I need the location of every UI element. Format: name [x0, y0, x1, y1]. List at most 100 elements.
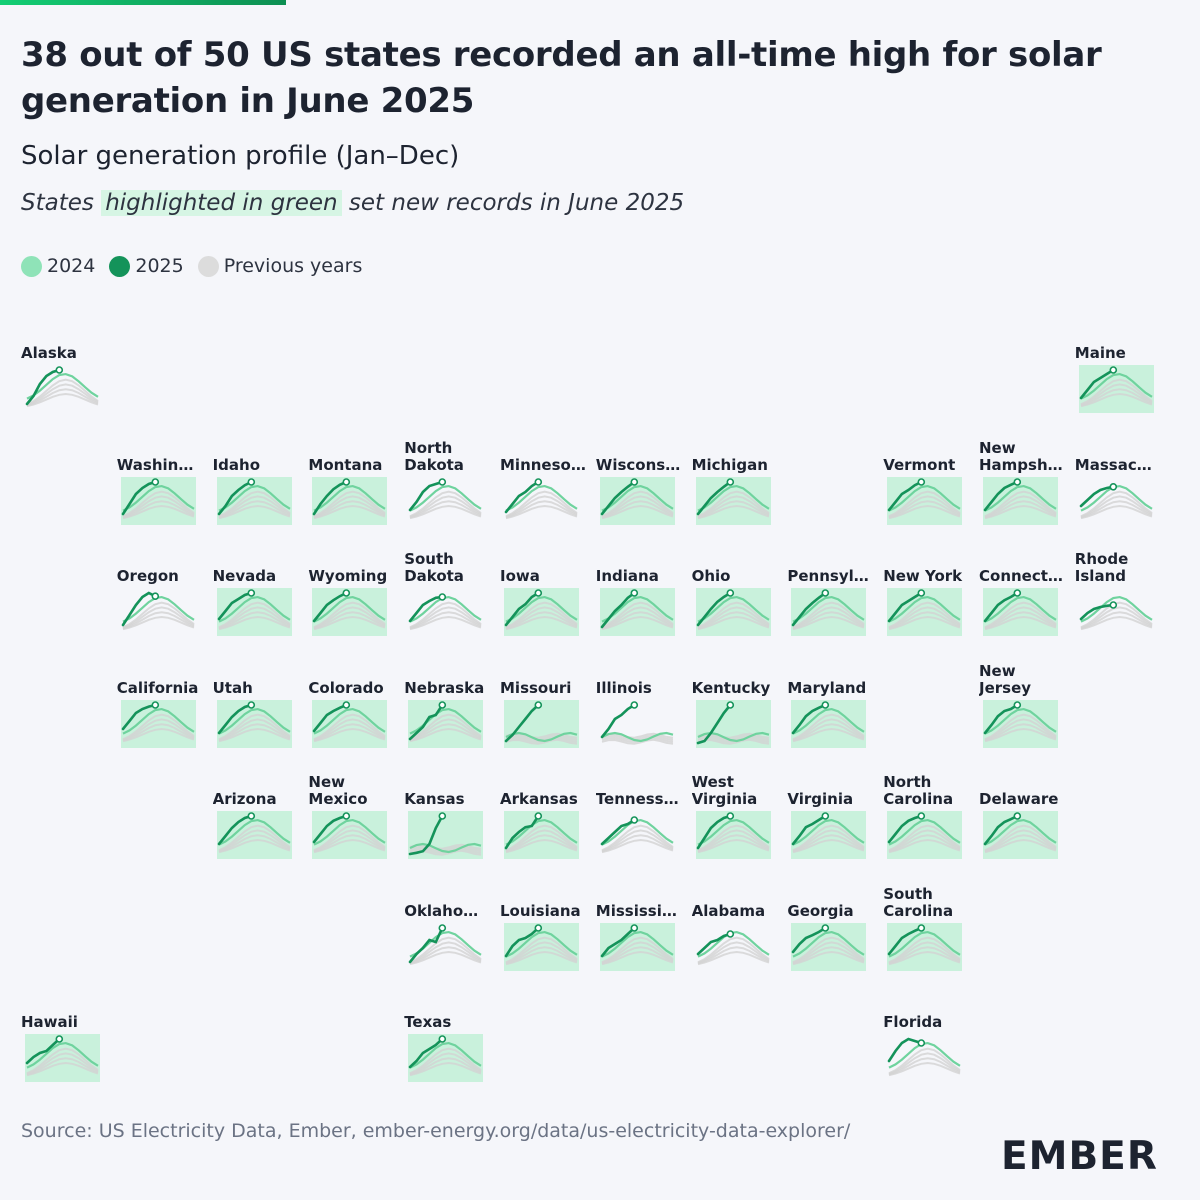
june-2025-marker — [1109, 366, 1117, 374]
series-line-previous — [888, 1052, 961, 1075]
series-line-previous — [793, 611, 865, 630]
june-2025-marker — [917, 1039, 926, 1047]
series-line-previous — [409, 950, 482, 965]
source-note: Source: US Electricity Data, Ember, embe… — [21, 1120, 851, 1142]
state-sparkline — [600, 816, 674, 854]
state-label: Oklaho… — [404, 902, 479, 920]
series-line-previous — [26, 1061, 99, 1077]
state-sparkline — [695, 811, 771, 859]
state-label: Oregon — [116, 568, 179, 585]
series-line-previous — [697, 499, 770, 519]
state-label: Alabama — [691, 902, 766, 920]
state-tile-new-hampshire: New Hampsh… — [979, 440, 1071, 534]
state-sparkline — [983, 699, 1058, 748]
june-2025-marker — [534, 812, 543, 820]
series-line-previous — [505, 606, 578, 629]
series-line-2024 — [984, 818, 1057, 846]
series-line-2025 — [983, 703, 1019, 734]
series-line-previous — [888, 838, 961, 854]
series-line-2024 — [409, 484, 482, 512]
series-line-previous — [601, 936, 674, 963]
series-line-2024 — [26, 372, 99, 400]
series-line-previous — [984, 490, 1057, 517]
state-tile-massachusetts: Massac… — [1075, 442, 1167, 534]
state-sparkline — [408, 477, 482, 519]
series-line-previous — [505, 734, 578, 741]
state-sparkline — [312, 811, 388, 859]
state-label: Maine — [1074, 345, 1126, 362]
series-line-previous — [409, 615, 482, 631]
series-line-previous — [601, 504, 674, 519]
state-sparkline — [312, 588, 388, 636]
series-line-previous — [697, 490, 770, 517]
state-tile-connecticut: Connect… — [979, 553, 1071, 645]
series-line-2025 — [600, 480, 636, 515]
series-line-previous — [505, 945, 578, 965]
series-line-previous — [505, 615, 578, 631]
series-line-2025 — [313, 814, 348, 844]
series-line-previous — [409, 945, 482, 965]
state-sparkline — [887, 1037, 961, 1077]
series-line-2024 — [697, 484, 770, 512]
series-line-2024 — [601, 484, 674, 512]
state-sparkline — [312, 476, 388, 525]
series-line-previous — [888, 1047, 961, 1075]
state-label: Michigan — [691, 456, 768, 474]
series-line-2025 — [313, 591, 348, 623]
june-2025-marker — [726, 812, 734, 820]
june-2025-marker — [247, 589, 255, 597]
state-tile-colorado: Colorado — [308, 665, 400, 757]
series-line-previous — [697, 601, 770, 629]
series-line-2025 — [792, 703, 827, 734]
series-line-previous — [409, 1047, 482, 1075]
series-line-2025 — [600, 703, 636, 738]
series-line-previous — [505, 494, 578, 518]
series-line-previous — [1080, 499, 1153, 519]
series-line-previous — [793, 606, 865, 629]
series-line-2025 — [408, 703, 444, 740]
june-2025-marker — [726, 589, 734, 597]
series-line-2025 — [600, 926, 636, 957]
note-highlight: highlighted in green — [101, 190, 342, 216]
state-label: Wiscons… — [595, 456, 681, 474]
series-line-2024 — [505, 595, 578, 623]
series-line-2025 — [1079, 368, 1115, 400]
june-2025-marker — [438, 923, 447, 932]
series-line-2025 — [887, 1037, 923, 1063]
series-line-previous — [26, 1052, 99, 1075]
state-sparkline — [504, 588, 579, 636]
state-sparkline — [695, 699, 771, 748]
state-sparkline — [408, 811, 484, 859]
series-line-2025 — [504, 814, 540, 850]
state-sparkline — [504, 477, 578, 519]
series-line-2024 — [697, 595, 770, 623]
june-2025-marker — [55, 1035, 64, 1043]
state-tile-kentucky: Kentucky — [692, 665, 784, 757]
state-sparkline — [599, 588, 675, 636]
series-line-previous — [313, 490, 386, 517]
state-label: Ohio — [691, 568, 731, 585]
state-sparkline — [216, 811, 292, 859]
series-line-previous — [505, 490, 578, 517]
state-sparkline — [887, 922, 963, 971]
state-sparkline — [312, 699, 388, 748]
series-line-previous — [313, 713, 386, 740]
june-2025-marker — [55, 366, 64, 374]
june-2025-marker — [151, 592, 159, 600]
series-line-2025 — [696, 591, 732, 627]
state-label: Georgia — [787, 902, 854, 920]
top-accent-bar — [0, 0, 286, 5]
series-line-previous — [984, 494, 1057, 518]
series-line-previous — [218, 615, 290, 631]
series-line-previous — [313, 601, 386, 629]
series-line-2025 — [792, 814, 827, 846]
series-line-2024 — [792, 818, 865, 846]
state-sparkline — [695, 588, 771, 636]
series-line-previous — [793, 834, 865, 853]
june-2025-marker — [630, 589, 638, 597]
june-2025-marker — [630, 923, 638, 932]
state-label: Utah — [212, 679, 253, 697]
series-line-previous — [218, 611, 291, 630]
state-sparkline — [791, 811, 867, 859]
state-tile-iowa: Iowa — [500, 553, 592, 645]
